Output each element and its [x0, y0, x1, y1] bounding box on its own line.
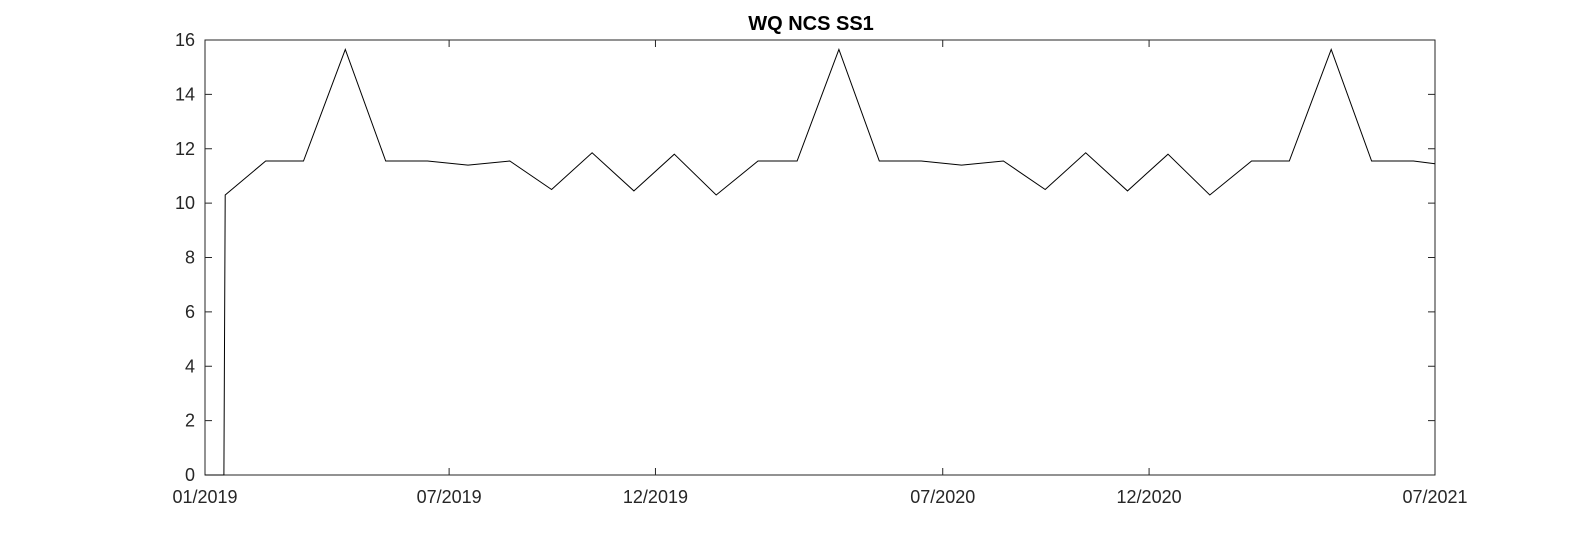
y-tick-label: 14 — [175, 84, 195, 104]
x-tick-label: 12/2020 — [1117, 487, 1182, 507]
y-axis: 0 2 4 6 8 10 12 14 16 — [175, 30, 1435, 485]
x-axis: 01/2019 07/2019 12/2019 07/2020 12/2020 07/20… — [172, 40, 1468, 507]
x-tick-label: 12/2019 — [623, 487, 688, 507]
series-line — [205, 48, 1436, 476]
y-tick-label: 16 — [175, 30, 195, 50]
chart-title: WQ NCS SS1 — [748, 13, 874, 35]
y-tick-label: 0 — [185, 465, 195, 485]
y-tick-label: 4 — [185, 356, 195, 376]
x-tick-label: 07/2019 — [417, 487, 482, 507]
y-tick-label: 2 — [185, 411, 195, 431]
y-tick-label: 12 — [175, 139, 195, 159]
y-tick-label: 8 — [185, 248, 195, 268]
x-tick-label: 07/2021 — [1402, 487, 1467, 507]
y-tick-label: 10 — [175, 193, 195, 213]
x-tick-label: 07/2020 — [910, 487, 975, 507]
x-tick-label: 01/2019 — [172, 487, 237, 507]
plot-area — [204, 39, 1436, 476]
y-tick-label: 6 — [185, 302, 195, 322]
